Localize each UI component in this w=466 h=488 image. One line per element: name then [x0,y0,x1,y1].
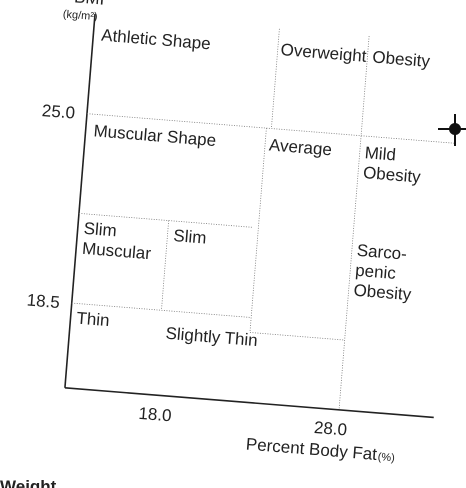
grid-line [338,36,370,410]
y-axis [64,13,96,388]
region-label: penic [355,261,398,283]
region-label: Mild [364,143,397,164]
y-axis-label: BMI [74,0,106,9]
plot: BMI (kg/m²) 25.0 18.5 18.0 28.0 Percent … [26,0,456,466]
y-axis-unit: (kg/m²) [62,8,98,23]
region-label: Slim [83,219,117,241]
marker-dot [449,123,461,135]
y-tick-label: 18.5 [26,290,61,312]
x-axis [64,386,434,419]
footer-text: Weight [0,477,57,488]
x-axis-label: Percent Body Fat(%) [245,435,395,466]
x-tick-label: 28.0 [313,418,348,440]
region-label: Overweight [280,40,368,66]
region-label: Obesity [372,47,431,71]
region-label: Obesity [362,163,421,187]
marker [438,114,466,146]
y-tick-label: 25.0 [41,101,76,123]
region-label: Muscular [81,239,152,263]
region-label: Slim [173,226,207,248]
region-label: Muscular Shape [93,121,217,150]
grid-line [249,128,267,333]
region-label: Obesity [353,281,412,305]
region-label: Sarco- [356,241,407,264]
region-label: Slightly Thin [165,324,259,350]
grid-line [270,28,280,129]
grid-line [161,220,170,311]
region-label: Average [268,135,332,159]
x-tick-label: 18.0 [138,404,173,426]
grid-line [249,332,345,341]
x-axis-label-text: Percent Body Fat [245,435,378,464]
region-label: Athletic Shape [101,26,212,54]
region-label: Thin [76,309,110,331]
x-axis-unit: (%) [377,451,395,464]
